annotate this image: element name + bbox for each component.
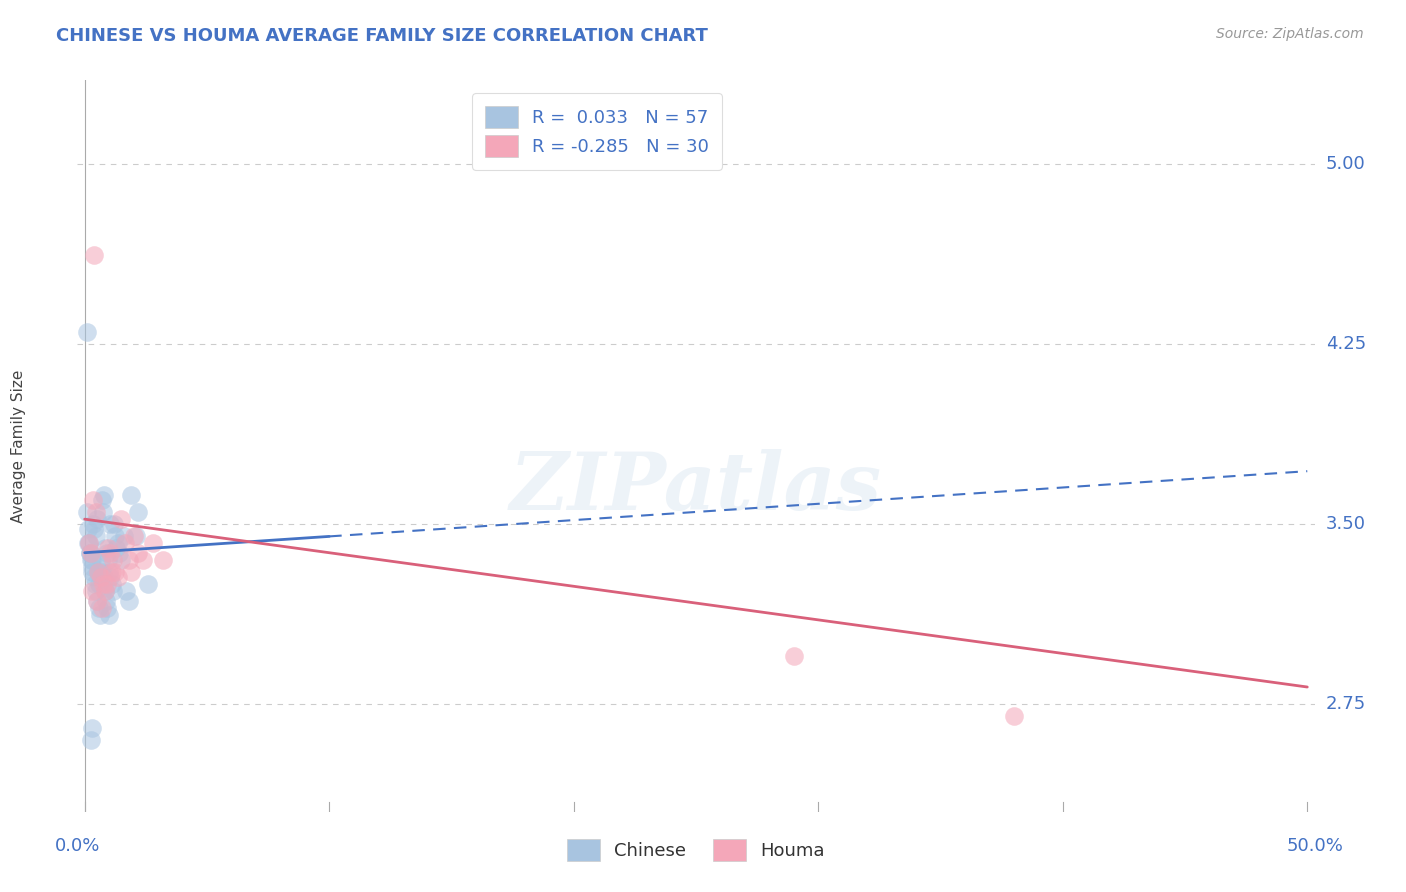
Point — [87, 565, 110, 579]
Point — [125, 529, 148, 543]
Point — [136, 577, 159, 591]
Text: 2.75: 2.75 — [1326, 695, 1367, 713]
Point — [93, 584, 115, 599]
Text: 5.00: 5.00 — [1326, 155, 1365, 173]
Point — [94, 584, 117, 599]
Point — [783, 648, 806, 663]
Point — [80, 553, 103, 567]
Text: Source: ZipAtlas.com: Source: ZipAtlas.com — [1216, 27, 1364, 41]
Point — [110, 512, 132, 526]
Point — [76, 325, 98, 339]
Point — [132, 553, 155, 567]
Point — [89, 577, 111, 591]
Point — [91, 505, 114, 519]
Point — [90, 553, 112, 567]
Point — [83, 248, 105, 262]
Point — [101, 553, 124, 567]
Point — [90, 570, 112, 584]
Point — [86, 593, 108, 607]
Point — [104, 529, 127, 543]
Point — [83, 570, 105, 584]
Point — [91, 577, 114, 591]
Point — [86, 593, 108, 607]
Point — [82, 565, 104, 579]
Point — [97, 608, 120, 623]
Point — [84, 529, 107, 543]
Point — [80, 560, 103, 574]
Point — [90, 570, 112, 584]
Point — [97, 553, 120, 567]
Point — [82, 492, 104, 507]
Point — [110, 553, 132, 567]
Point — [112, 529, 135, 543]
Point — [89, 608, 111, 623]
Point — [100, 577, 122, 591]
Point — [96, 600, 118, 615]
Point — [98, 570, 121, 584]
Point — [86, 584, 108, 599]
Point — [127, 505, 149, 519]
Point — [122, 529, 145, 543]
Point — [98, 516, 121, 531]
Point — [142, 536, 165, 550]
Point — [80, 546, 103, 560]
Text: 0.0%: 0.0% — [55, 837, 100, 855]
Point — [93, 570, 115, 584]
Point — [107, 536, 129, 550]
Text: CHINESE VS HOUMA AVERAGE FAMILY SIZE CORRELATION CHART: CHINESE VS HOUMA AVERAGE FAMILY SIZE COR… — [56, 27, 709, 45]
Point — [87, 600, 110, 615]
Point — [86, 512, 108, 526]
Point — [76, 522, 98, 536]
Point — [103, 516, 125, 531]
Point — [80, 553, 103, 567]
Point — [118, 593, 141, 607]
Point — [90, 600, 112, 615]
Point — [107, 570, 129, 584]
Point — [83, 522, 105, 536]
Point — [79, 546, 101, 560]
Point — [96, 593, 118, 607]
Point — [84, 505, 107, 519]
Point — [93, 488, 115, 502]
Text: 3.50: 3.50 — [1326, 515, 1365, 533]
Point — [98, 546, 121, 560]
Text: ZIPatlas: ZIPatlas — [510, 450, 882, 526]
Point — [108, 546, 131, 560]
Legend: Chinese, Houma: Chinese, Houma — [560, 832, 832, 869]
Point — [1002, 708, 1025, 723]
Point — [120, 488, 142, 502]
Point — [96, 577, 118, 591]
Point — [96, 546, 118, 560]
Point — [100, 565, 122, 579]
Point — [77, 536, 100, 550]
Point — [82, 516, 104, 531]
Point — [84, 577, 107, 591]
Point — [80, 721, 103, 735]
Point — [91, 565, 114, 579]
Point — [120, 565, 142, 579]
Point — [105, 541, 128, 555]
Point — [76, 505, 98, 519]
Point — [98, 565, 121, 579]
Text: Average Family Size: Average Family Size — [11, 369, 27, 523]
Point — [80, 584, 103, 599]
Point — [101, 584, 124, 599]
Point — [114, 536, 136, 550]
Point — [80, 732, 103, 747]
Point — [87, 565, 110, 579]
Point — [77, 536, 100, 550]
Point — [127, 546, 149, 560]
Point — [152, 553, 174, 567]
Point — [115, 584, 138, 599]
Text: 50.0%: 50.0% — [1286, 837, 1343, 855]
Point — [118, 553, 141, 567]
Point — [79, 546, 101, 560]
Point — [97, 541, 120, 555]
Point — [77, 536, 100, 550]
Point — [104, 565, 127, 579]
Point — [90, 492, 112, 507]
Point — [94, 541, 117, 555]
Text: 4.25: 4.25 — [1326, 335, 1367, 353]
